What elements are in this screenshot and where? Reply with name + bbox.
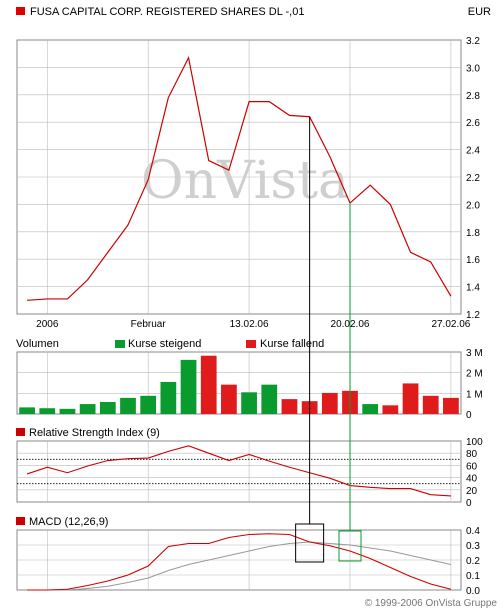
legend-swatch-down [246,340,256,348]
rsi-ytick-label: 80 [466,449,478,460]
rsi-ytick-label: 0 [466,498,472,509]
price-point [369,184,372,187]
price-xtick-label: 27.02.06 [431,319,470,330]
legend-label-up: Kurse steigend [128,338,201,350]
price-ytick-label: 1.8 [466,228,480,239]
crossover-marker-box [295,523,325,563]
price-point [328,155,331,158]
volume-ytick-label: 3 M [466,348,483,359]
watermark: OnVista [141,151,349,211]
volume-bar [19,407,35,414]
volume-bar [422,395,439,414]
price-point [66,297,69,300]
rsi-line [26,445,451,497]
price-ytick-label: 2.4 [466,146,480,157]
volume-panel [16,351,462,415]
volume-bar [241,392,257,414]
legend-swatch-macd [16,517,25,525]
volume-ytick-label: 2 M [466,369,483,380]
copyright: © 1999-2006 OnVista Gruppe [365,598,498,609]
price-ytick-label: 1.6 [466,255,480,266]
rsi-ytick-label: 20 [466,486,478,497]
volume-bar [362,404,379,414]
price-point [409,251,412,254]
volume-bar [160,381,177,414]
volume-bar [39,408,56,414]
price-xtick-label: 2006 [36,319,59,330]
price-ytick-label: 1.2 [466,310,480,321]
macd-line [27,533,452,591]
rsi-panel [16,440,462,503]
macd-signal-line [27,541,452,591]
price-point [207,159,210,162]
macd-ytick-label: 0.2 [466,556,480,567]
price-point [449,295,452,298]
volume-bar [120,397,136,414]
price-ytick-label: 3.0 [466,63,480,74]
price-point [106,251,109,254]
volume-ytick-label: 0 [466,410,472,421]
price-point [25,299,28,302]
volume-bar [79,404,96,414]
volume-bar [140,395,157,414]
price-point [167,96,170,99]
price-ytick-label: 2.8 [466,91,480,102]
macd-ytick-label: 0.0 [466,586,480,597]
price-point [86,278,89,281]
legend-label-down: Kurse fallend [260,338,324,350]
volume-bar [382,405,399,414]
legend-swatch-price [16,7,25,15]
price-point [389,203,392,206]
volume-bar [321,392,338,414]
price-point [147,178,150,181]
rsi-ytick-label: 100 [466,437,483,448]
price-ytick-label: 3.2 [466,36,480,47]
macd-ytick-label: 0.3 [466,541,480,552]
volume-bar [99,402,116,414]
volume-ytick-label: 1 M [466,389,483,400]
rsi-title: Relative Strength Index (9) [29,427,160,439]
volume-bar [261,384,278,414]
price-point [429,260,432,263]
macd-ytick-label: 0.1 [466,571,480,582]
price-point [126,223,129,226]
price-point [288,114,291,117]
volume-bar [59,408,76,414]
price-ytick-label: 2.6 [466,118,480,129]
price-point [187,56,190,59]
price-ytick-label: 1.4 [466,283,480,294]
price-xtick-label: Februar [131,319,167,330]
crossover-marker-box [338,530,362,562]
macd-title: MACD (12,26,9) [29,516,108,528]
macd-ytick-label: 0.4 [466,526,480,537]
rsi-ytick-label: 60 [466,461,478,472]
legend-swatch-up [115,340,125,348]
price-point [247,100,250,103]
price-point [227,169,230,172]
volume-bar [281,399,298,414]
price-ytick-label: 2.0 [466,200,480,211]
price-point [268,100,271,103]
volume-bar [402,383,419,414]
volume-bar [443,397,459,414]
price-xtick-label: 13.02.06 [230,319,269,330]
currency-label: EUR [468,6,491,18]
volume-bar [221,384,237,414]
volume-bar [180,359,197,414]
price-point [46,297,49,300]
volume-title: Volumen [16,338,59,350]
legend-swatch-rsi [16,428,25,436]
chart-title: FUSA CAPITAL CORP. REGISTERED SHARES DL … [30,6,304,18]
volume-bar [200,355,217,414]
price-line [27,55,452,301]
price-ytick-label: 2.2 [466,173,480,184]
rsi-ytick-label: 40 [466,474,478,485]
